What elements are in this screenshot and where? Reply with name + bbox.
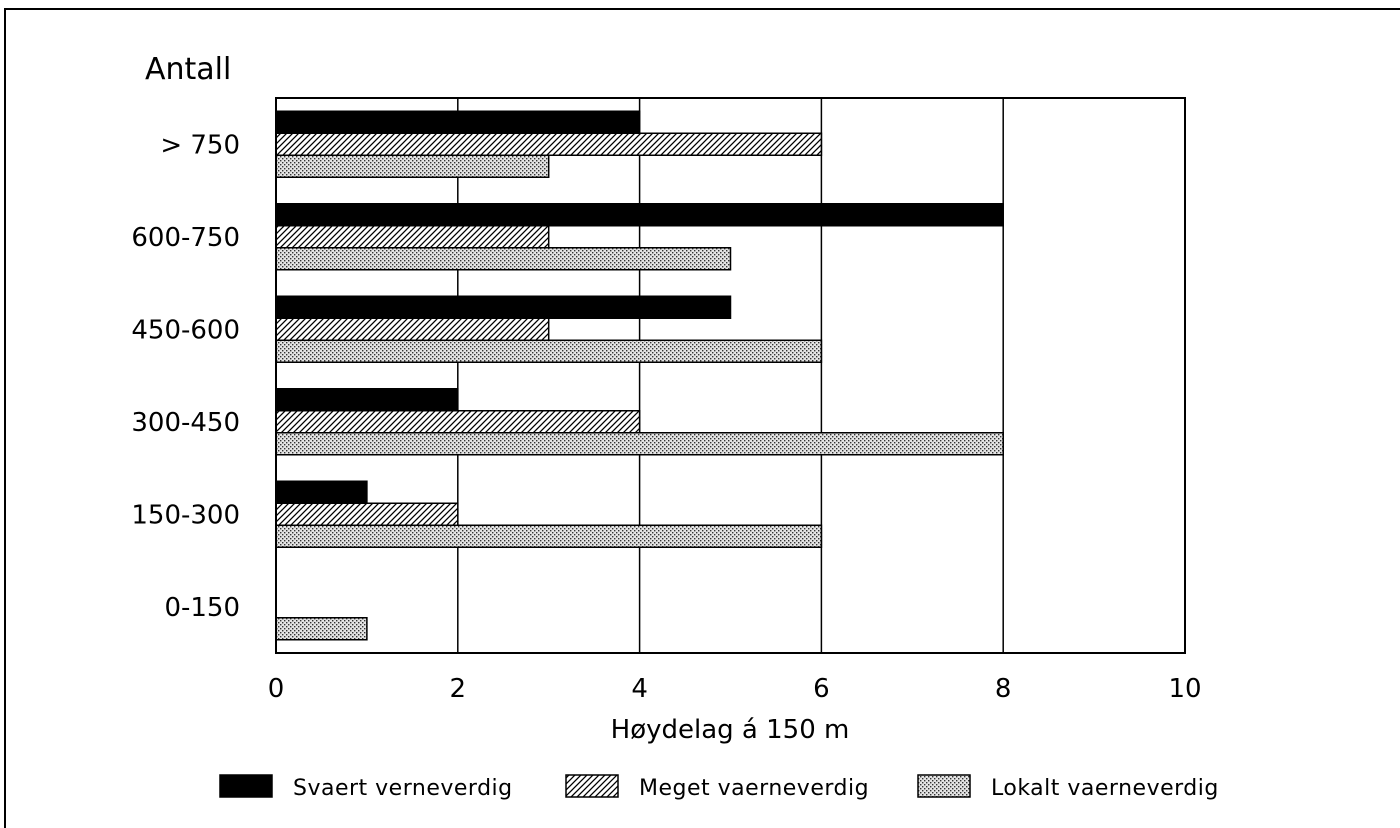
bar-lokalt-vaerneverdig-300-450 (275, 432, 1004, 456)
legend-label-meget-vaerneverdig: Meget vaerneverdig (639, 776, 869, 801)
bar-svaert-verneverdig-300-450 (275, 388, 459, 412)
legend-label-svaert-verneverdig: Svaert verneverdig (293, 776, 513, 801)
bar-lokalt-vaerneverdig-0-150 (275, 617, 368, 641)
y-axis-title: Antall (145, 52, 231, 87)
category-labels: > 750 600-750 450-600 300-450 150-300 0-150 (131, 130, 240, 623)
x-tick-label-10: 10 (1168, 674, 1201, 704)
bar-lokalt-vaerneverdig-600-750 (275, 247, 732, 271)
category-label-600-750: 600-750 (131, 223, 240, 253)
bar-svaert-verneverdig-450-600 (275, 295, 732, 319)
x-tick-labels: 0 2 4 6 8 10 (268, 674, 1202, 704)
x-axis-title: Høydelag á 150 m (611, 715, 850, 745)
x-tick-label-4: 4 (631, 674, 648, 704)
bars (275, 110, 1004, 641)
bar-lokalt-vaerneverdig-150-300 (275, 524, 823, 548)
bar-meget-vaerneverdig-150-300 (275, 502, 459, 526)
gridlines (457, 98, 1004, 653)
legend-swatch-lokalt-vaerneverdig (917, 774, 971, 798)
bar-meget-vaerneverdig-750 (275, 132, 823, 156)
bar-meget-vaerneverdig-450-600 (275, 317, 550, 341)
category-label-450-600: 450-600 (131, 315, 240, 345)
category-label-150-300: 150-300 (131, 500, 240, 530)
bar-meget-vaerneverdig-300-450 (275, 410, 641, 434)
x-tick-label-8: 8 (995, 674, 1012, 704)
bar-svaert-verneverdig-600-750 (275, 203, 1004, 227)
chart-frame (4, 8, 1400, 828)
legend-label-lokalt-vaerneverdig: Lokalt vaerneverdig (991, 776, 1219, 801)
category-label-300-450: 300-450 (131, 408, 240, 438)
category-label-750: > 750 (160, 130, 240, 160)
category-label-0-150: 0-150 (164, 593, 240, 623)
bar-svaert-verneverdig-150-300 (275, 480, 368, 504)
x-tick-label-2: 2 (450, 674, 467, 704)
bar-lokalt-vaerneverdig-450-600 (275, 339, 823, 363)
bar-lokalt-vaerneverdig-750 (275, 154, 550, 178)
bar-svaert-verneverdig-750 (275, 110, 641, 134)
x-tick-label-0: 0 (268, 674, 285, 704)
legend-swatch-svaert-verneverdig (219, 774, 273, 798)
legend: Svaert verneverdig Meget vaerneverdig Loka… (219, 774, 1219, 801)
x-tick-label-6: 6 (813, 674, 830, 704)
bar-meget-vaerneverdig-600-750 (275, 225, 550, 249)
plot-border (275, 97, 1186, 654)
legend-swatch-meget-vaerneverdig (565, 774, 619, 798)
